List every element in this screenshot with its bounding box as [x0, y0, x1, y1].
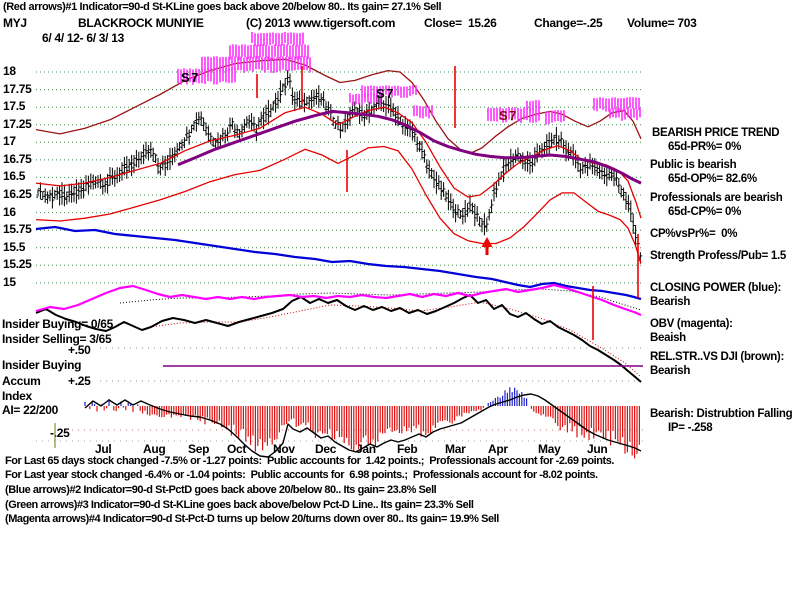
month-label: Jul: [95, 442, 112, 456]
footer-line: (Blue arrows)#2 Indicator=90-d St-PctD g…: [5, 484, 437, 496]
right-panel-line: Bearish: [650, 296, 691, 308]
month-label: Jan: [356, 442, 376, 456]
left-label: -.25: [50, 426, 70, 440]
month-label: Feb: [397, 442, 418, 456]
date-range: 6/ 4/ 12- 6/ 3/ 13: [42, 31, 124, 45]
price-axis-label: 16: [3, 204, 16, 219]
month-label: Oct: [227, 442, 247, 456]
price-axis-label: 17.25: [3, 116, 32, 131]
right-panel-line: CLOSING POWER (blue):: [650, 282, 782, 294]
signal-summary-line-1: (Red arrows)#1 Indicator=90-d St-KLine g…: [3, 1, 442, 13]
right-panel-line: Beaish: [650, 332, 686, 344]
right-panel-line: IP= -.258: [668, 422, 713, 434]
right-panel-line: 65d-CP%= 0%: [668, 206, 742, 218]
left-label: Insider Selling= 3/65: [2, 332, 112, 346]
price-axis-label: 15.25: [3, 257, 32, 272]
change-value: Change=-.25: [534, 16, 603, 30]
right-panel-line: REL.STR..VS DJI (brown):: [650, 351, 784, 363]
right-panel-line: 65d-PR%= 0%: [668, 141, 742, 153]
price-axis-label: 15: [3, 274, 16, 289]
price-axis-label: 17.5: [3, 99, 26, 114]
price-axis-label: 16.5: [3, 169, 26, 184]
price-axis-label: 16.75: [3, 151, 32, 166]
left-label: +.25: [68, 374, 91, 388]
close-value: Close= 15.26: [424, 16, 497, 30]
right-panel-line: Public is bearish: [650, 159, 737, 171]
price-axis-label: 18: [3, 64, 16, 78]
ticker-symbol: MYJ: [3, 16, 27, 30]
right-panel-line: OBV (magenta):: [650, 318, 733, 330]
month-label: Jun: [587, 442, 608, 456]
company-name: BLACKROCK MUNIYIE: [78, 16, 204, 30]
right-panel-line: Bearish: [650, 365, 691, 377]
month-label: Apr: [488, 442, 508, 456]
price-axis-label: 15.75: [3, 222, 32, 237]
price-axis-label: 17.75: [3, 81, 32, 96]
month-label: Sep: [188, 442, 210, 456]
month-label: May: [538, 442, 561, 456]
footer-line: (Green arrows)#3 Indicator=90-d St-KLine…: [5, 499, 474, 511]
month-label: Dec: [315, 442, 337, 456]
copyright-text: (C) 2013 www.tigersoft.com: [246, 16, 396, 30]
left-label: Index: [2, 389, 32, 403]
price-axis-label: 15.5: [3, 239, 26, 254]
footer-line: (Magenta arrows)#4 Indicator=90-d St-Pct…: [5, 513, 499, 525]
volume-value: Volume= 703: [627, 16, 697, 30]
left-label: AI= 22/200: [2, 403, 59, 417]
price-axis-label: 16.25: [3, 187, 32, 202]
left-label: Accum: [2, 374, 41, 388]
right-panel-line: Strength Profess/Pub= 1.5: [650, 250, 786, 262]
month-label: Aug: [143, 442, 166, 456]
footer-line: For Last year stock changed -6.4% or -1.…: [5, 469, 598, 481]
right-panel-line: 65d-OP%= 82.6%: [668, 173, 757, 185]
month-label: Nov: [273, 442, 295, 456]
right-panel-line: BEARISH PRICE TREND: [652, 127, 780, 139]
left-label: Insider Buying= 0/65: [2, 317, 114, 331]
left-label: +.50: [68, 343, 91, 357]
right-panel-line: Professionals are bearish: [650, 192, 783, 204]
month-label: Mar: [445, 442, 466, 456]
right-panel-line: CP%vsPr%= 0%: [650, 228, 738, 240]
footer-line: For Last 65 days stock changed -7.5% or …: [5, 455, 614, 467]
left-label: Insider Buying: [2, 358, 82, 372]
price-axis-label: 17: [3, 134, 16, 149]
right-panel-line: Bearish: Distrubtion Falling: [650, 408, 793, 420]
